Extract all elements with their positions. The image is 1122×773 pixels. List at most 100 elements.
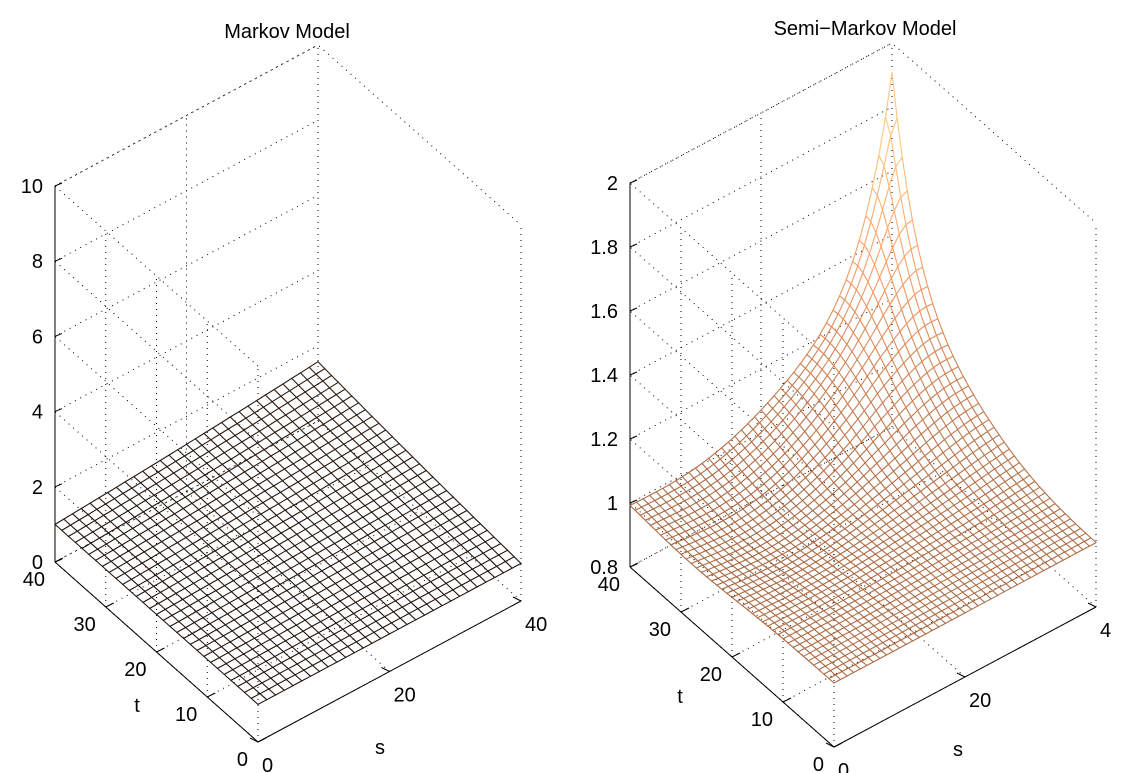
mesh-segment: [445, 578, 456, 584]
mesh-segment: [1051, 517, 1060, 522]
mesh-segment: [1010, 476, 1018, 485]
mesh-segment: [289, 390, 298, 398]
mesh-segment: [199, 549, 207, 557]
mesh-segment: [138, 533, 147, 542]
mesh-segment: [851, 553, 858, 559]
mesh-segment: [885, 519, 894, 525]
mesh-segment: [764, 428, 771, 436]
mesh-segment: [192, 450, 201, 458]
mesh-segment: [345, 562, 356, 569]
mesh-segment: [204, 601, 215, 608]
mesh-segment: [861, 357, 870, 369]
mesh-segment: [175, 592, 184, 600]
mesh-segment: [304, 391, 313, 400]
mesh-segment: [335, 490, 344, 499]
mesh-segment: [174, 548, 185, 555]
mesh-segment: [187, 615, 195, 624]
mesh-segment: [753, 548, 760, 554]
mesh-segment: [871, 605, 878, 611]
mesh-segment: [702, 562, 710, 566]
mesh-segment: [840, 403, 849, 414]
mesh-segment: [844, 557, 852, 563]
mesh-segment: [315, 373, 324, 382]
mesh-segment: [320, 392, 329, 401]
mesh-segment: [406, 532, 415, 541]
mesh-segment: [322, 649, 331, 657]
mesh-segment: [334, 582, 343, 591]
mesh-segment: [1011, 507, 1020, 513]
mesh-segment: [844, 426, 852, 436]
mesh-segment: [858, 636, 867, 642]
mesh-segment: [332, 554, 340, 562]
mesh-segment: [355, 510, 364, 518]
mesh-segment: [54, 518, 65, 525]
mesh-segment: [965, 456, 973, 466]
mesh-segment: [217, 481, 228, 489]
mesh-segment: [973, 589, 982, 594]
mesh-segment: [753, 545, 761, 550]
mesh-segment: [777, 452, 786, 461]
mesh-segment: [141, 562, 150, 570]
mesh-segment: [1027, 552, 1036, 558]
mesh-segment: [994, 544, 1001, 551]
mesh-segment: [799, 550, 807, 556]
mesh-segment: [289, 527, 298, 535]
mesh-segment: [987, 548, 994, 555]
mesh-segment: [758, 477, 765, 485]
mesh-segment: [961, 559, 970, 564]
mesh-segment: [944, 590, 952, 596]
mesh-segment: [686, 519, 694, 524]
mesh-segment: [302, 403, 311, 412]
mesh-segment: [1025, 531, 1034, 537]
mesh-segment: [1070, 544, 1079, 550]
mesh-segment: [224, 488, 235, 495]
mesh-segment: [897, 590, 904, 597]
mesh-segment: [865, 498, 873, 505]
mesh-segment: [925, 436, 934, 444]
mesh-segment: [81, 547, 90, 555]
mesh-segment: [905, 219, 913, 226]
mesh-segment: [155, 613, 164, 621]
mesh-segment: [913, 384, 920, 396]
mesh-segment: [369, 523, 377, 531]
mesh-segment: [328, 611, 339, 618]
mesh-segment: [939, 476, 946, 484]
mesh-segment: [728, 476, 737, 483]
mesh-segment: [1013, 455, 1021, 464]
mesh-segment: [866, 628, 874, 635]
mesh-segment: [88, 548, 99, 555]
mesh-segment: [823, 342, 831, 355]
mesh-segment: [905, 505, 914, 512]
mesh-segment: [278, 538, 289, 545]
mesh-segment: [945, 420, 954, 427]
mesh-segment: [155, 483, 164, 491]
mesh-segment: [400, 566, 409, 575]
mesh-segment: [457, 514, 466, 523]
mesh-segment: [960, 449, 967, 459]
mesh-segment: [286, 624, 297, 631]
mesh-segment: [274, 566, 283, 574]
mesh-segment: [927, 521, 934, 528]
mesh-segment: [254, 406, 264, 414]
mesh-segment: [820, 428, 829, 438]
mesh-segment: [223, 545, 232, 553]
mesh-segment: [407, 573, 416, 581]
mesh-segment: [829, 606, 836, 612]
mesh-segment: [354, 426, 362, 435]
mesh-segment: [806, 541, 815, 548]
mesh-segment: [804, 430, 811, 439]
mesh-segment: [860, 632, 867, 638]
mesh-segment: [893, 614, 900, 621]
mesh-segment: [802, 624, 810, 630]
mesh-segment: [919, 372, 928, 379]
mesh-segment: [700, 507, 708, 515]
mesh-segment: [933, 513, 942, 519]
mesh-segment: [317, 495, 328, 502]
mesh-segment: [132, 522, 142, 529]
mesh-segment: [757, 434, 764, 442]
mesh-segment: [972, 597, 981, 602]
mesh-segment: [747, 423, 754, 430]
mesh-segment: [781, 608, 790, 613]
mesh-segment: [905, 224, 912, 250]
mesh-segment: [1049, 497, 1056, 505]
